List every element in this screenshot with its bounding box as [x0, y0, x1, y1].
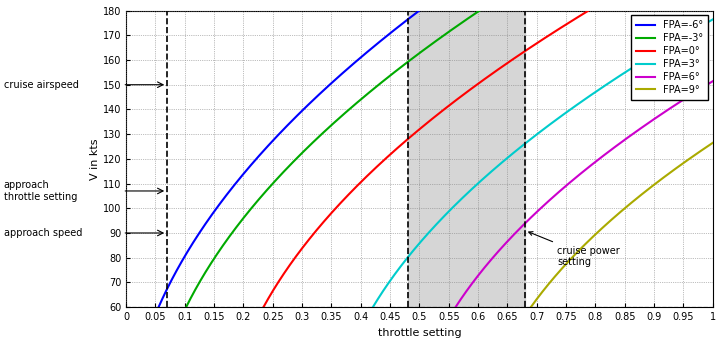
- FPA=0°: [346, 191, 354, 195]
- FPA=0°: [559, 24, 568, 28]
- Line: FPA=-6°: FPA=-6°: [158, 11, 419, 307]
- FPA=-6°: [228, 185, 237, 189]
- Line: FPA=3°: FPA=3°: [373, 19, 713, 307]
- FPA=-3°: [474, 10, 482, 14]
- FPA=-3°: [228, 230, 237, 234]
- Line: FPA=6°: FPA=6°: [456, 81, 713, 307]
- FPA=6°: [708, 79, 717, 83]
- Text: cruise power
setting: cruise power setting: [528, 232, 620, 267]
- FPA=3°: [503, 156, 512, 160]
- FPA=6°: [503, 239, 512, 243]
- FPA=6°: [474, 274, 482, 278]
- FPA=6°: [559, 186, 568, 190]
- FPA=3°: [474, 181, 482, 186]
- Line: FPA=-3°: FPA=-3°: [186, 11, 480, 307]
- FPA=9°: [708, 141, 717, 145]
- Text: cruise airspeed: cruise airspeed: [4, 80, 78, 90]
- X-axis label: throttle setting: throttle setting: [377, 328, 462, 337]
- Line: FPA=9°: FPA=9°: [531, 143, 713, 307]
- Legend: FPA=-6°, FPA=-3°, FPA=0°, FPA=3°, FPA=6°, FPA=9°: FPA=-6°, FPA=-3°, FPA=0°, FPA=3°, FPA=6°…: [631, 16, 708, 100]
- FPA=6°: [604, 150, 613, 154]
- FPA=3°: [708, 17, 717, 22]
- FPA=-6°: [346, 64, 354, 68]
- Bar: [408, 11, 525, 307]
- Line: FPA=0°: FPA=0°: [264, 11, 588, 307]
- FPA=0°: [474, 82, 482, 86]
- FPA=9°: [604, 220, 613, 225]
- FPA=9°: [559, 264, 568, 269]
- Text: approach speed: approach speed: [4, 228, 82, 238]
- Text: approach
throttle setting: approach throttle setting: [4, 180, 77, 202]
- FPA=3°: [559, 112, 568, 116]
- Y-axis label: V in kts: V in kts: [90, 138, 100, 180]
- FPA=0°: [503, 61, 512, 65]
- FPA=3°: [604, 81, 613, 85]
- FPA=-3°: [346, 106, 354, 110]
